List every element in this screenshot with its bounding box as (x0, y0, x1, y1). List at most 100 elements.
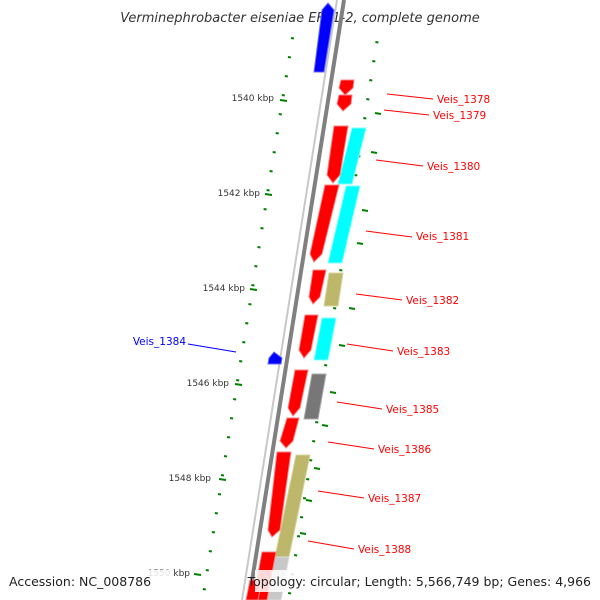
callout-line (307, 540, 355, 550)
callout-line (375, 159, 424, 167)
tick-dot (263, 208, 267, 211)
tick-dot (266, 189, 270, 192)
gene-label-veis-1381[interactable]: Veis_1381 (416, 231, 469, 243)
tick-dash (374, 112, 382, 115)
tick-dot (220, 474, 225, 477)
cog-block-1380 (337, 127, 367, 185)
callout-line (346, 343, 394, 352)
tick-dot (324, 364, 328, 367)
tick-dot (248, 303, 252, 306)
accession-text: Accession: NC_008786 (9, 574, 151, 589)
gene-label-veis-1383[interactable]: Veis_1383 (397, 346, 450, 358)
gene-label-veis-1378[interactable]: Veis_1378 (437, 94, 490, 106)
tick-dot (312, 440, 316, 443)
tick-dot (236, 379, 240, 382)
tick-dot (293, 554, 298, 557)
tick-dot (260, 227, 264, 230)
gene-veis-1382[interactable] (308, 269, 327, 305)
tick-dash (313, 467, 321, 470)
tick-dot (239, 360, 243, 363)
kbp-label: 1544 kbp (203, 284, 246, 294)
cog-block-1383 (313, 317, 337, 361)
tick-dot (287, 592, 292, 595)
kbp-tick (234, 383, 243, 386)
tick-dot (296, 535, 301, 538)
callout-line (187, 343, 237, 353)
kbp-tick (249, 288, 258, 291)
gene-veis-1380[interactable] (326, 125, 349, 184)
cog-track (266, 127, 367, 600)
callout-line (317, 490, 365, 499)
tick-dot (211, 531, 216, 534)
tick-dash (299, 532, 307, 535)
callout-line (336, 401, 383, 410)
accession-backdrop (0, 570, 170, 592)
tick-dot (375, 41, 379, 44)
gene-veis-1383[interactable] (298, 314, 319, 359)
kbp-tick (279, 99, 288, 102)
gene-callouts: Veis_1378 Veis_1379 Veis_1380 Veis_1381 … (133, 93, 490, 556)
cog-block-1381 (327, 185, 361, 264)
gene-label-veis-1379[interactable]: Veis_1379 (433, 110, 486, 122)
gene-label-veis-1387[interactable]: Veis_1387 (368, 493, 421, 505)
tick-dot (363, 117, 367, 120)
tick-dot (202, 588, 206, 591)
tick-dash (348, 307, 356, 310)
tick-dot (366, 98, 370, 101)
gene-label-veis-1385[interactable]: Veis_1385 (386, 404, 439, 416)
gene-label-veis-1388[interactable]: Veis_1388 (358, 544, 411, 556)
tick-dash (338, 344, 346, 347)
callout-line (383, 109, 430, 116)
tick-dot (302, 497, 307, 500)
tick-dot (339, 269, 343, 272)
map-title: Verminephrobacter eiseniae EF01-2, compl… (120, 11, 479, 26)
gene-veis-1381[interactable] (309, 184, 340, 263)
gene-label-veis-1380[interactable]: Veis_1380 (427, 161, 480, 173)
kbp-tick (218, 478, 227, 481)
gene-label-veis-1382[interactable]: Veis_1382 (406, 295, 459, 307)
tick-dot (205, 569, 209, 572)
backbone-inner-line (241, 0, 338, 600)
gene-veis-1384[interactable] (267, 351, 283, 365)
gene-label-veis-1386[interactable]: Veis_1386 (378, 444, 432, 456)
tick-dot (229, 417, 234, 420)
backbone-line (247, 0, 346, 600)
gene-veis-1385[interactable] (287, 369, 309, 417)
topology-backdrop (255, 570, 600, 592)
kbp-label: 1548 kbp (169, 474, 212, 484)
tick-dot (242, 341, 246, 344)
tick-dash (361, 209, 369, 212)
tick-dot (217, 493, 222, 496)
tick-dot (333, 307, 337, 310)
gene-label-veis-1384[interactable]: Veis_1384 (133, 336, 187, 348)
tick-dot (214, 512, 219, 515)
tick-dash (321, 424, 329, 427)
gene-veis-1378[interactable] (338, 79, 355, 96)
tick-dot (354, 174, 358, 177)
tick-dash (370, 151, 378, 154)
tick-dot (275, 132, 279, 135)
gene-veis-1379[interactable] (336, 94, 353, 112)
gene-veis-1387[interactable] (267, 451, 292, 538)
gene-reverse-top[interactable] (313, 2, 335, 73)
gene-veis-1386[interactable] (279, 417, 300, 449)
callout-line (365, 230, 413, 238)
tick-dot (299, 516, 304, 519)
tick-dot (245, 322, 249, 325)
tick-dash (356, 242, 364, 245)
reverse-genes (267, 2, 335, 365)
tick-dot (369, 79, 373, 82)
tick-dot (233, 398, 237, 401)
tick-dot (272, 151, 276, 154)
cog-block-1382 (323, 272, 344, 307)
tick-dot (251, 284, 255, 287)
tick-dot (226, 436, 231, 439)
tick-dot (306, 478, 310, 481)
kbp-tick (193, 573, 202, 576)
kbp-label: 1542 kbp (218, 189, 261, 199)
callout-line (355, 293, 403, 301)
tick-dot (281, 94, 285, 97)
tick-dash (305, 499, 313, 502)
tick-dot (257, 246, 261, 249)
